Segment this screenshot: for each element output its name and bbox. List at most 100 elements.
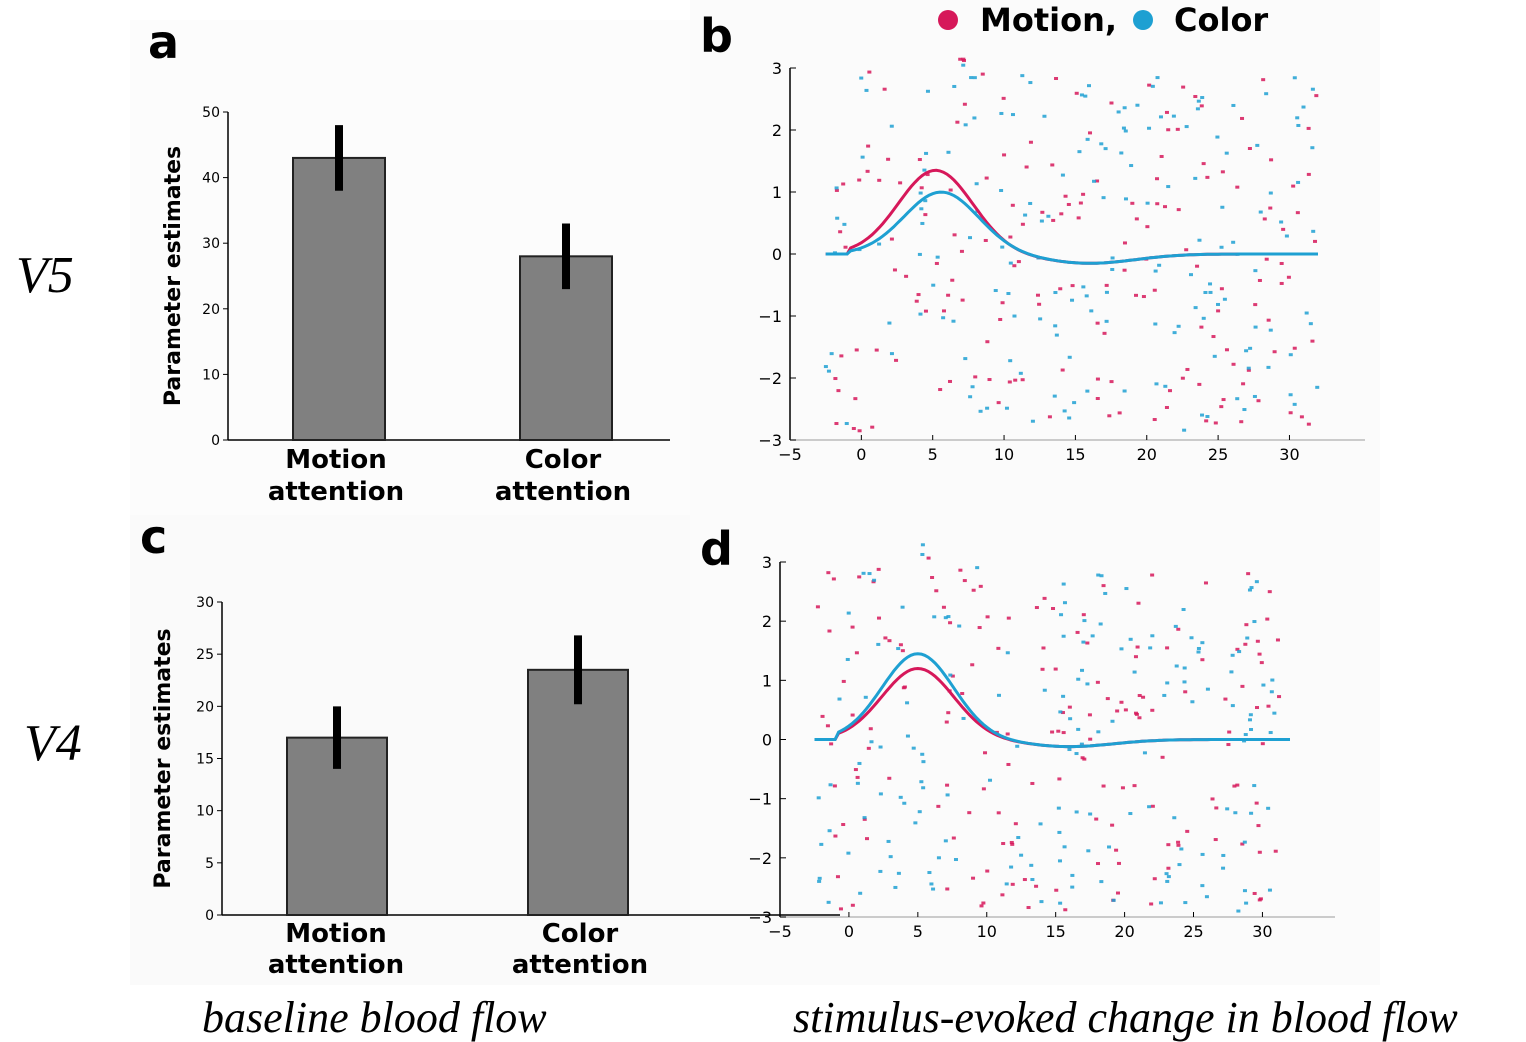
scatter-point — [1067, 705, 1072, 709]
scatter-point — [1181, 85, 1186, 89]
scatter-point — [1087, 713, 1092, 717]
scatter-point — [1103, 147, 1108, 151]
scatter-point — [1235, 647, 1240, 651]
scatter-point — [1095, 397, 1100, 401]
scatter-point — [842, 222, 847, 226]
scatter-point — [1230, 704, 1235, 708]
scatter-point — [882, 87, 887, 91]
scatter-point — [1235, 783, 1240, 787]
scatter-point — [951, 836, 956, 840]
scatter-point — [898, 181, 903, 185]
scatter-point — [1244, 349, 1249, 353]
scatter-point — [826, 900, 831, 904]
scatter-point — [1196, 99, 1201, 103]
scatter-point — [917, 158, 922, 162]
scatter-point — [1240, 842, 1245, 846]
scatter-point — [1076, 216, 1081, 220]
scatter-point — [1304, 311, 1309, 315]
scatter-point — [905, 734, 910, 738]
scatter-point — [1166, 866, 1171, 870]
scatter-point — [1104, 290, 1109, 294]
scatter-point — [1104, 319, 1109, 323]
scatter-point — [1072, 401, 1077, 405]
scatter-point — [1030, 419, 1035, 423]
y-tick-label: 3 — [772, 59, 782, 78]
scatter-point — [1301, 105, 1306, 109]
scatter-point — [1163, 205, 1168, 209]
scatter-point — [832, 784, 837, 788]
scatter-point — [887, 776, 892, 780]
scatter-point — [1157, 263, 1162, 267]
scatter-point — [834, 422, 839, 426]
scatter-point — [1080, 756, 1085, 760]
scatter-point — [1062, 409, 1067, 413]
scatter-point — [1310, 146, 1315, 150]
scatter-point — [1110, 256, 1115, 260]
scatter-point — [1253, 303, 1258, 307]
scatter-point — [1109, 101, 1114, 105]
scatter-point — [1115, 891, 1120, 895]
scatter-point — [865, 169, 870, 173]
scatter-point — [1199, 104, 1204, 108]
scatter-point — [1201, 316, 1206, 320]
scatter-point — [868, 727, 873, 731]
scatter-point — [1070, 873, 1075, 877]
scatter-point — [1257, 652, 1262, 656]
scatter-point — [1273, 849, 1278, 853]
scatter-point — [934, 589, 939, 593]
scatter-point — [911, 746, 916, 750]
scatter-point — [1012, 264, 1017, 268]
scatter-point — [1054, 77, 1059, 81]
scatter-point — [905, 701, 910, 705]
scatter-point — [1292, 76, 1297, 80]
category-label: attention — [495, 477, 631, 507]
scatter-point — [863, 695, 868, 699]
scatter-point — [1205, 415, 1210, 419]
scatter-point — [1147, 805, 1152, 809]
scatter-point — [1255, 143, 1260, 147]
scatter-point — [1060, 711, 1065, 715]
scatter-point — [1295, 116, 1300, 120]
scatter-point — [977, 626, 982, 630]
scatter-point — [1248, 346, 1253, 350]
scatter-point — [894, 358, 899, 362]
scatter-point — [1221, 853, 1226, 857]
scatter-point — [841, 679, 846, 683]
scatter-point — [1082, 619, 1087, 623]
scatter-point — [1177, 863, 1182, 867]
scatter-point — [888, 855, 893, 859]
scatter-point — [1266, 365, 1271, 369]
scatter-point — [876, 642, 881, 646]
scatter-point — [1122, 106, 1127, 110]
y-tick-label: 30 — [202, 236, 220, 252]
scatter-point — [1102, 331, 1107, 335]
scatter-point — [1000, 301, 1005, 305]
scatter-point — [1184, 125, 1189, 129]
scatter-point — [916, 293, 921, 297]
scatter-point — [1153, 269, 1158, 273]
scatter-point — [877, 242, 882, 246]
scatter-point — [1137, 716, 1142, 720]
scatter-point — [1124, 587, 1129, 591]
scatter-point — [902, 801, 907, 805]
scatter-point — [889, 352, 894, 356]
scatter-point — [1226, 743, 1231, 747]
scatter-point — [1006, 292, 1011, 296]
scatter-point — [1208, 282, 1213, 286]
scatter-point — [855, 775, 860, 779]
scatter-point — [841, 182, 846, 186]
scatter-point — [1203, 581, 1208, 585]
scatter-point — [1099, 142, 1104, 146]
scatter-point — [1260, 742, 1265, 746]
scatter-point — [1058, 710, 1063, 714]
scatter-point — [1084, 294, 1089, 298]
scatter-point — [1227, 730, 1232, 734]
region-label-v5: V5 — [16, 247, 74, 304]
scatter-point — [970, 663, 975, 667]
scatter-point — [1030, 781, 1035, 785]
scatter-point — [1095, 377, 1100, 381]
legend-color-label: Color — [1174, 1, 1268, 39]
scatter-point — [1208, 290, 1213, 294]
scatter-point — [1277, 695, 1282, 699]
scatter-point — [871, 580, 876, 584]
